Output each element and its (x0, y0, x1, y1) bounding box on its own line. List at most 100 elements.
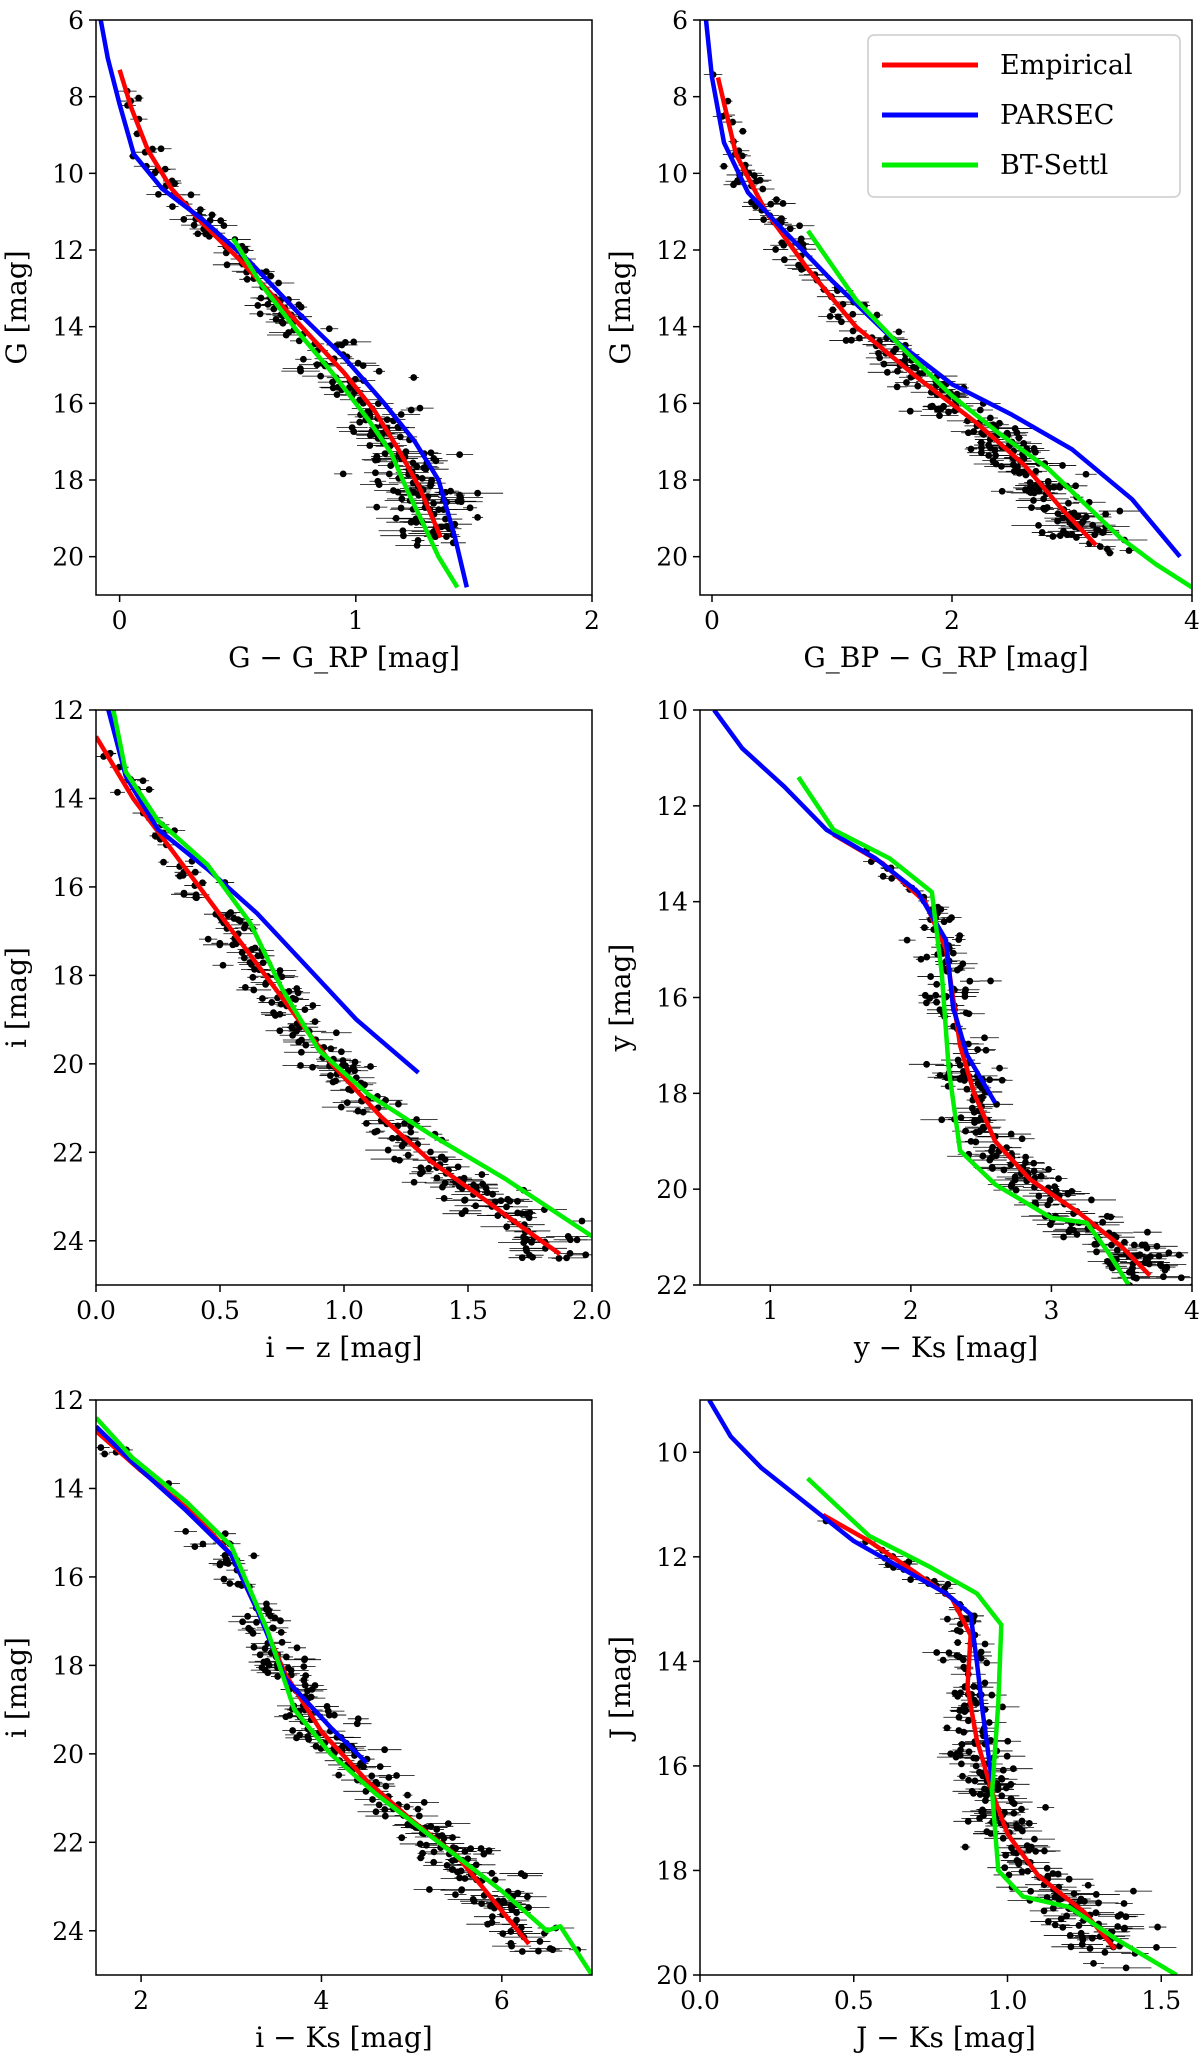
data-point (1022, 471, 1030, 479)
data-point (254, 952, 262, 960)
series-line-empirical (715, 76, 1098, 547)
data-point (518, 1948, 526, 1955)
data-point (1088, 1934, 1096, 1942)
data-point (965, 1748, 973, 1756)
data-point (905, 1558, 913, 1566)
data-point (522, 1245, 530, 1252)
data-point (976, 1768, 983, 1776)
data-point (992, 1152, 1000, 1160)
data-point (981, 1640, 989, 1648)
data-point (1078, 1941, 1086, 1948)
y-tick-label: 16 (52, 389, 84, 418)
data-point (517, 1870, 525, 1877)
data-point (449, 1834, 456, 1841)
y-tick-label: 16 (52, 1563, 84, 1592)
data-point (1011, 425, 1019, 432)
y-tick-label: 8 (672, 83, 688, 112)
data-point (418, 474, 426, 482)
data-point (409, 459, 417, 467)
data-point (996, 419, 1003, 427)
y-tick-label: 14 (52, 1474, 84, 1503)
data-point (240, 954, 248, 962)
y-tick-label: 16 (52, 873, 84, 902)
data-point (327, 1045, 335, 1053)
data-point (1024, 1867, 1032, 1875)
data-point (1099, 1218, 1107, 1226)
data-point (329, 1078, 337, 1086)
data-point (253, 1618, 260, 1626)
data-point (1153, 1943, 1160, 1951)
observations (857, 846, 1192, 1285)
data-point (964, 1717, 972, 1725)
data-point (296, 365, 304, 373)
data-point (926, 994, 934, 1002)
data-point (1035, 487, 1043, 495)
data-point (238, 949, 246, 957)
data-point (454, 1163, 462, 1171)
x-tick-label: 0.5 (200, 1296, 240, 1325)
data-point (1001, 1809, 1008, 1816)
data-point (440, 1194, 448, 1202)
data-point (419, 1849, 426, 1857)
y-tick-label: 12 (656, 792, 688, 821)
data-point (223, 1555, 230, 1563)
data-point (448, 1866, 456, 1873)
data-point (427, 1148, 434, 1156)
data-point (309, 1002, 317, 1009)
data-point (307, 1693, 315, 1701)
data-point (444, 1820, 452, 1828)
data-point (1042, 1803, 1049, 1811)
data-point (986, 1076, 994, 1084)
data-point (988, 1691, 996, 1699)
data-point (369, 1796, 376, 1803)
data-point (274, 1673, 282, 1680)
data-point (239, 1618, 247, 1626)
data-point (286, 1711, 294, 1719)
data-point (1165, 1249, 1173, 1257)
data-point (937, 405, 945, 413)
data-point (155, 190, 162, 198)
data-point (396, 433, 404, 441)
data-point (1049, 1904, 1057, 1912)
data-point (720, 162, 728, 170)
data-point (461, 1875, 469, 1882)
data-point (960, 1077, 968, 1084)
data-point (250, 1643, 258, 1651)
data-point (1102, 510, 1110, 518)
y-tick-label: 10 (656, 159, 688, 188)
x-axis-label: J − Ks [mag] (853, 2021, 1036, 2054)
data-point (880, 360, 888, 368)
plot-frame (95, 1399, 593, 1976)
data-point (1022, 1159, 1029, 1166)
data-point (1146, 1253, 1154, 1260)
data-point (796, 222, 804, 230)
data-point (1108, 1241, 1115, 1249)
data-point (452, 1845, 460, 1852)
data-point (888, 875, 896, 882)
data-point (1130, 1273, 1138, 1281)
data-point (1066, 1932, 1074, 1939)
data-point (927, 973, 935, 980)
data-point (427, 482, 434, 489)
legend-label: PARSEC (1000, 100, 1114, 131)
y-tick-label: 16 (656, 984, 688, 1013)
data-point (970, 1683, 978, 1690)
data-point (1040, 1907, 1048, 1915)
data-point (472, 1861, 480, 1869)
data-point (955, 1727, 963, 1734)
data-point (907, 1576, 915, 1583)
data-point (288, 1024, 296, 1031)
data-point (834, 313, 842, 321)
y-tick-label: 18 (52, 466, 84, 495)
data-point (339, 1057, 347, 1064)
data-point (337, 1103, 345, 1111)
data-point (1160, 1273, 1167, 1281)
data-point (135, 94, 143, 102)
data-point (456, 1874, 463, 1882)
data-point (848, 336, 855, 344)
data-point (1008, 1844, 1015, 1852)
data-point (398, 1142, 406, 1150)
data-point (432, 457, 440, 465)
data-point (1049, 1870, 1057, 1877)
data-point (394, 1100, 402, 1108)
